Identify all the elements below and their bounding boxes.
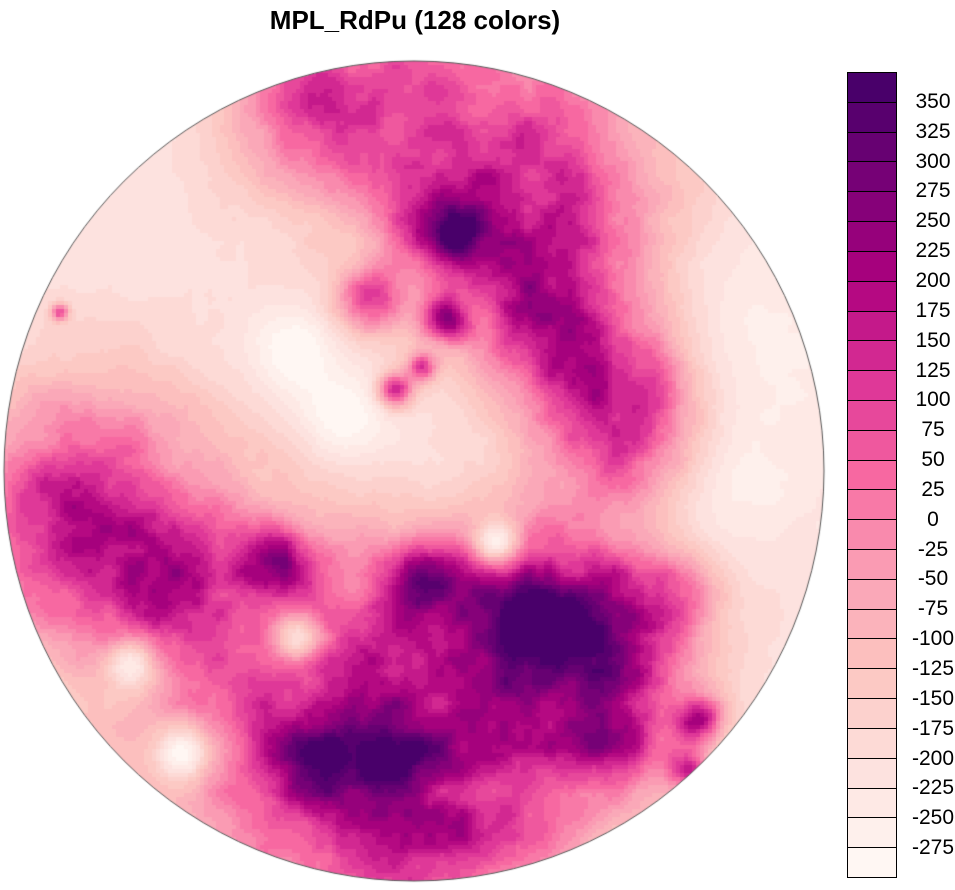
colorbar-tick-label: 325 <box>915 119 951 143</box>
colorbar-box <box>848 639 896 670</box>
colorbar-tick-label: -150 <box>911 686 955 710</box>
colorbar <box>847 72 897 878</box>
colorbar-tick-label: 50 <box>921 448 945 472</box>
colorbar-tick-label: -75 <box>917 597 949 621</box>
colorbar-box <box>848 400 896 431</box>
colorbar-tick-label: -225 <box>911 776 955 800</box>
colorbar-box <box>848 281 896 312</box>
colorbar-box <box>848 788 896 819</box>
colorbar-box <box>848 102 896 133</box>
colorbar-box <box>848 430 896 461</box>
colorbar-box <box>848 460 896 491</box>
colorbar-box <box>848 311 896 342</box>
colorbar-box <box>848 132 896 163</box>
colorbar-box <box>848 579 896 610</box>
colorbar-tick-label: 300 <box>915 149 951 173</box>
colorbar-tick-label: 150 <box>915 328 951 352</box>
colorbar-box <box>848 371 896 401</box>
colorbar-tick-label: 125 <box>915 358 951 382</box>
colorbar-box <box>848 758 896 789</box>
colorbar-tick-label: -100 <box>911 627 955 651</box>
colorbar-tick-label: -200 <box>911 746 955 770</box>
colorbar-tick-label: 100 <box>915 388 951 412</box>
colorbar-box <box>848 192 896 223</box>
colorbar-tick-label: -50 <box>917 567 949 591</box>
colorbar-tick-label: 200 <box>915 268 951 292</box>
colorbar-box <box>848 73 896 103</box>
colorbar-tick-label: 75 <box>921 418 945 442</box>
colorbar-tick-label: -175 <box>911 716 955 740</box>
colorbar-tick-label: 25 <box>921 477 945 501</box>
colorbar-box <box>848 669 896 700</box>
colorbar-tick-label: 175 <box>915 298 951 322</box>
colorbar-tick-label: 350 <box>915 89 951 113</box>
colorbar-box <box>848 251 896 282</box>
colorbar-box <box>848 162 896 193</box>
colorbar-box <box>848 520 896 550</box>
colorbar-tick-label: -275 <box>911 836 955 860</box>
colorbar-box <box>848 699 896 729</box>
colorbar-box <box>848 728 896 759</box>
colorbar-tick-label: 275 <box>915 179 951 203</box>
colorbar-tick-label: -250 <box>911 806 955 830</box>
colorbar-tick-label: -25 <box>917 537 949 561</box>
polar-stereographic-map <box>0 0 850 890</box>
colorbar-box <box>848 609 896 640</box>
colorbar-box <box>848 550 896 580</box>
colorbar-box <box>848 818 896 849</box>
colorbar-tick-label: 250 <box>915 209 951 233</box>
colorbar-tick-label: -125 <box>911 657 955 681</box>
colorbar-box <box>848 848 896 877</box>
colorbar-box <box>848 222 896 252</box>
colorbar-tick-label: 225 <box>915 239 951 263</box>
colorbar-box <box>848 341 896 372</box>
colorbar-tick-label: 0 <box>927 507 939 531</box>
colorbar-box <box>848 490 896 521</box>
